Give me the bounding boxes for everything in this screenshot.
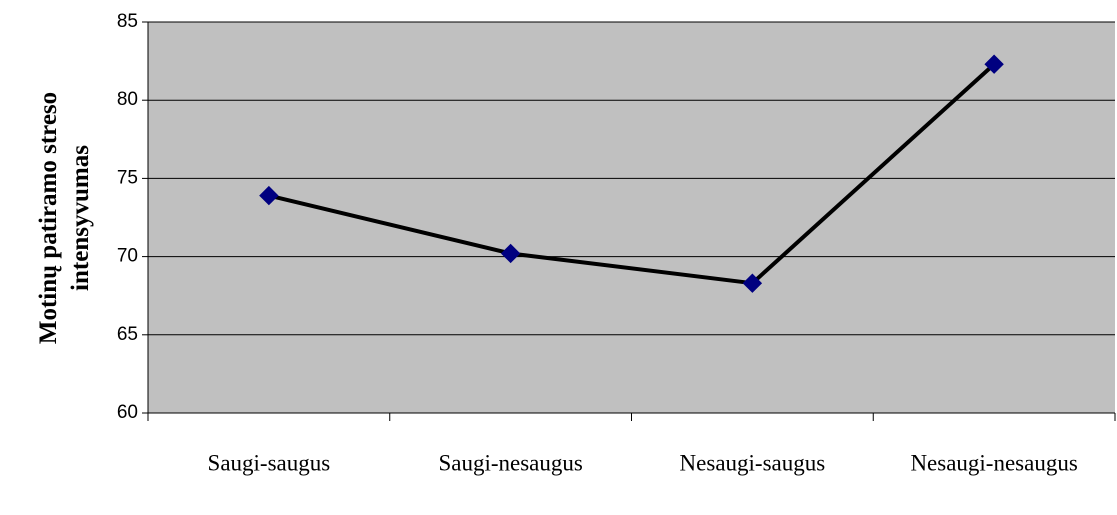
x-tick-label: Saugi-nesaugus [438,450,582,475]
x-tick-label: Nesaugi-saugus [680,450,826,475]
y-axis-label: Motinų patiramo streso intensyvumas [35,92,94,344]
marker [984,54,1004,74]
plot-area [148,22,1115,413]
y-tick-label: 65 [117,324,138,345]
x-tick-label: Nesaugi-nesaugus [910,450,1077,475]
y-tick-label: 70 [117,246,138,267]
y-tick-label: 85 [117,11,138,32]
y-tick-label: 75 [117,167,138,188]
marker [742,273,763,293]
y-axis-label-line: Motinų patiramo streso [35,92,62,344]
marker [500,243,521,264]
line [268,62,996,286]
y-tick-label: 60 [117,402,138,423]
y-tick-label: 80 [117,89,138,110]
y-axis-label-line: intensyvumas [67,145,94,291]
marker [259,185,279,206]
x-tick-label: Saugi-saugus [208,450,331,475]
